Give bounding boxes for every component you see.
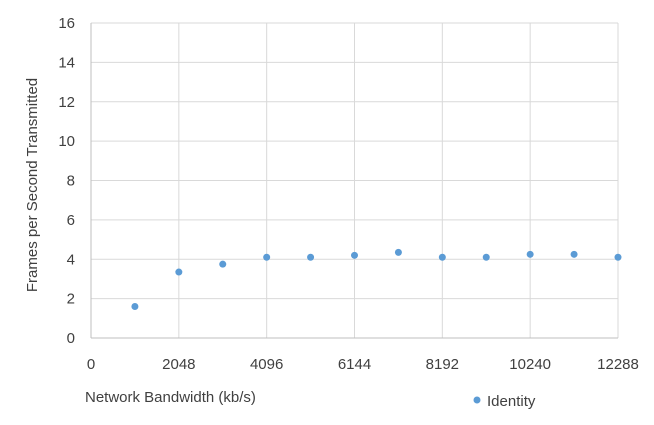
axes [90,23,618,339]
data-point [438,253,446,261]
y-tick-labels: 0 2 4 6 8 10 12 14 16 [58,15,75,347]
x-tick-label: 4096 [250,356,283,373]
x-tick-labels: 0 2048 4096 6144 8192 10240 12288 [87,356,639,373]
data-points [131,248,622,310]
y-tick-label: 8 [67,173,75,190]
data-point [482,253,490,261]
data-point [219,260,227,268]
y-tick-label: 14 [58,54,75,71]
x-tick-label: 6144 [338,356,371,373]
x-tick-label: 8192 [426,356,459,373]
y-tick-label: 4 [67,251,75,268]
legend-label: Identity [487,393,536,410]
y-axis-title: Frames per Second Transmitted [24,78,41,292]
data-point [614,253,622,261]
data-point [263,253,271,261]
x-axis-title: Network Bandwidth (kb/s) [85,389,256,406]
data-point [526,250,534,258]
data-point [131,303,139,310]
data-point [394,248,402,256]
y-tick-label: 10 [58,133,75,150]
data-point [570,250,578,258]
x-tick-label: 10240 [509,356,551,373]
y-tick-label: 0 [67,330,75,347]
y-tick-label: 16 [58,15,75,32]
data-point [307,253,315,261]
legend: Identity [473,393,536,410]
gridlines [90,22,619,339]
data-point [351,251,358,259]
y-tick-label: 12 [58,94,75,111]
x-tick-label: 12288 [597,356,639,373]
x-tick-label: 0 [87,356,95,373]
legend-marker [473,396,481,404]
y-tick-label: 6 [67,212,75,229]
y-tick-label: 2 [67,291,75,308]
data-point [175,268,183,276]
x-tick-label: 2048 [162,356,195,373]
